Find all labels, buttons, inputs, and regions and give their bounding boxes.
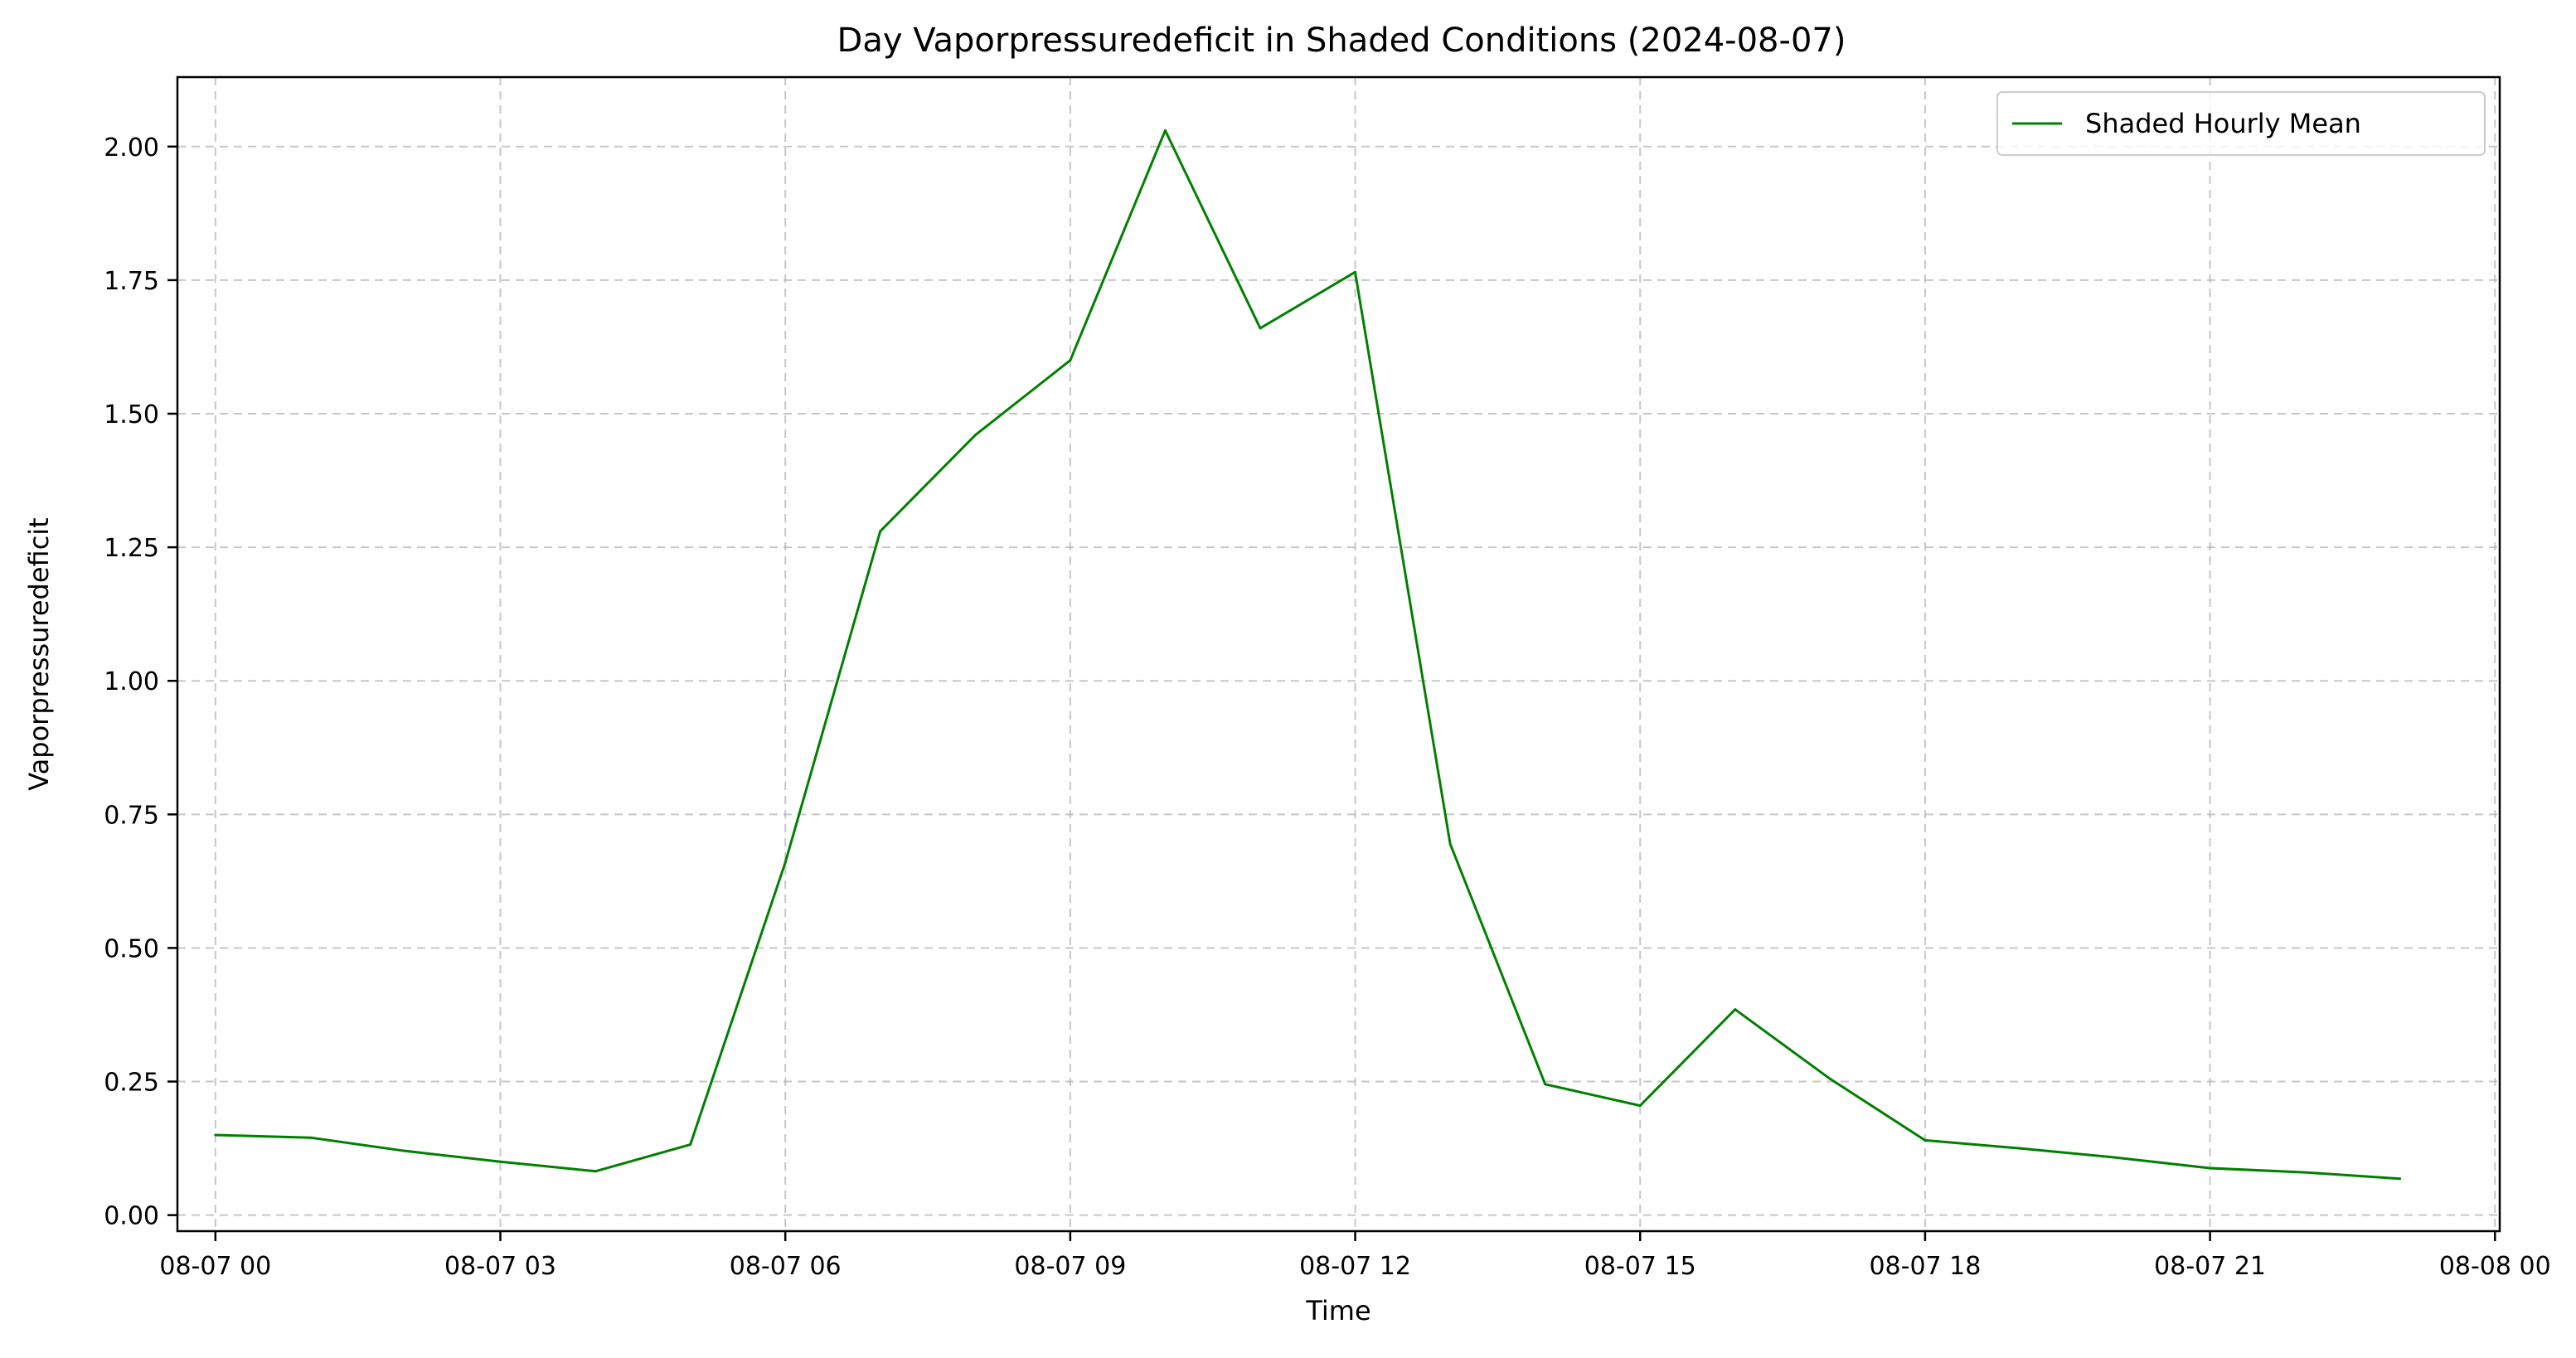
y-tick-label: 0.25: [104, 1069, 159, 1098]
y-tick-label: 2.00: [104, 133, 159, 162]
data-point: [2209, 1166, 2212, 1170]
x-tick-label: 08-07 12: [1299, 1252, 1411, 1281]
data-point: [1354, 270, 1356, 274]
series-line-shaded-hourly-mean: [215, 129, 2400, 1181]
y-tick-label: 1.25: [104, 534, 159, 563]
data-point: [1259, 327, 1262, 330]
data-point: [2019, 1147, 2021, 1150]
data-point: [689, 1143, 692, 1147]
data-point: [214, 1133, 217, 1137]
y-axis: 0.00 0.25 0.50 0.75 1.00 1.25 1.50 1.75 2.00: [104, 133, 177, 1231]
data-point: [2303, 1171, 2307, 1174]
data-point: [783, 861, 787, 864]
data-point: [499, 1160, 502, 1163]
series-layer: [214, 129, 2402, 1181]
data-point: [1734, 1008, 1737, 1011]
x-tick-label: 08-07 06: [730, 1252, 842, 1281]
x-axis: 08-07 00 08-07 03 08-07 06 08-07 09 08-07 12…: [159, 1231, 2551, 1281]
legend-label: Shaded Hourly Mean: [2085, 108, 2361, 139]
y-tick-label: 1.00: [104, 667, 159, 696]
data-point: [2113, 1156, 2117, 1159]
data-point: [594, 1170, 597, 1173]
data-point: [1638, 1104, 1642, 1108]
x-tick-label: 08-08 00: [2439, 1252, 2551, 1281]
y-tick-label: 0.50: [104, 934, 159, 963]
data-point: [1924, 1138, 1927, 1142]
plot-frame: [176, 75, 2501, 1233]
x-tick-label: 08-07 18: [1869, 1252, 1981, 1281]
y-tick-label: 1.75: [104, 267, 159, 296]
data-point: [973, 434, 977, 437]
x-tick-label: 08-07 15: [1584, 1252, 1696, 1281]
y-axis-label: Vaporpressuredeficit: [23, 517, 55, 790]
grid: [177, 77, 2500, 1231]
y-tick-label: 1.50: [104, 400, 159, 429]
x-tick-label: 08-07 09: [1014, 1252, 1126, 1281]
x-tick-label: 08-07 00: [159, 1252, 271, 1281]
data-point: [1069, 359, 1072, 362]
data-point: [308, 1136, 312, 1139]
y-tick-label: 0.75: [104, 801, 159, 830]
x-tick-label: 08-07 03: [444, 1252, 556, 1281]
legend-box: [1996, 91, 2486, 156]
legend: Shaded Hourly Mean: [1996, 91, 2486, 156]
y-tick-label: 0.00: [104, 1202, 159, 1231]
x-axis-label: Time: [1305, 1295, 1370, 1326]
data-point: [404, 1149, 407, 1152]
data-point: [2399, 1177, 2402, 1181]
data-point: [1448, 842, 1452, 846]
chart-title: Day Vaporpressuredeficit in Shaded Condi…: [837, 22, 1846, 60]
data-point: [1544, 1083, 1547, 1086]
data-point: [1163, 129, 1167, 132]
x-tick-label: 08-07 21: [2154, 1252, 2266, 1281]
data-point: [879, 530, 882, 533]
data-point: [1828, 1077, 1831, 1080]
